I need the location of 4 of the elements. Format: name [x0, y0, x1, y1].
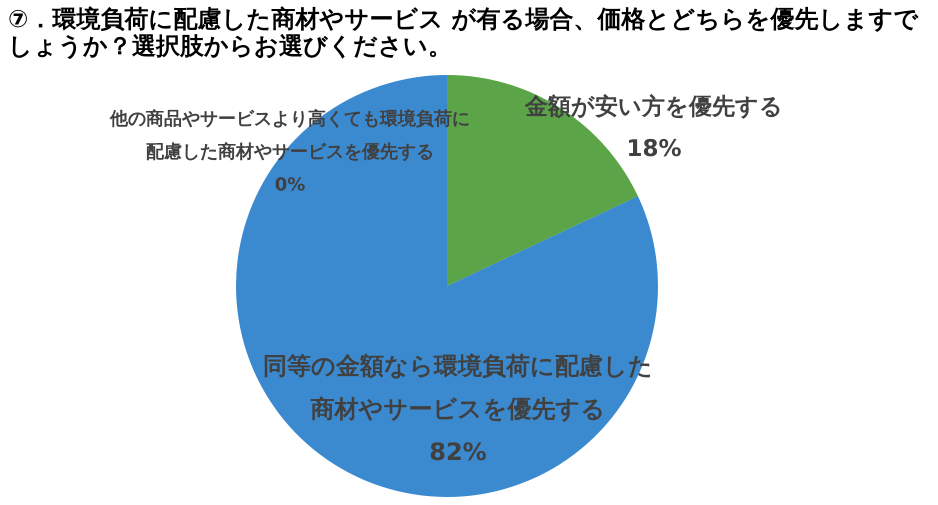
chart-title: ⑦．環境負荷に配慮した商材やサービス が有る場合、価格とどちらを優先しますでしょうか？選択肢からお選びください。 [8, 5, 920, 60]
data-label: 82% [429, 438, 487, 466]
text: 0% [274, 174, 306, 196]
data-label: 18% [626, 136, 682, 162]
